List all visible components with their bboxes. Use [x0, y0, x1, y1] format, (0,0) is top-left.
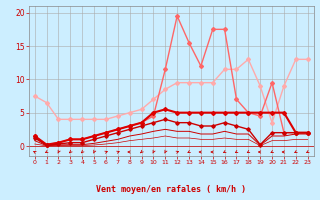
X-axis label: Vent moyen/en rafales ( km/h ): Vent moyen/en rafales ( km/h )	[96, 185, 246, 194]
